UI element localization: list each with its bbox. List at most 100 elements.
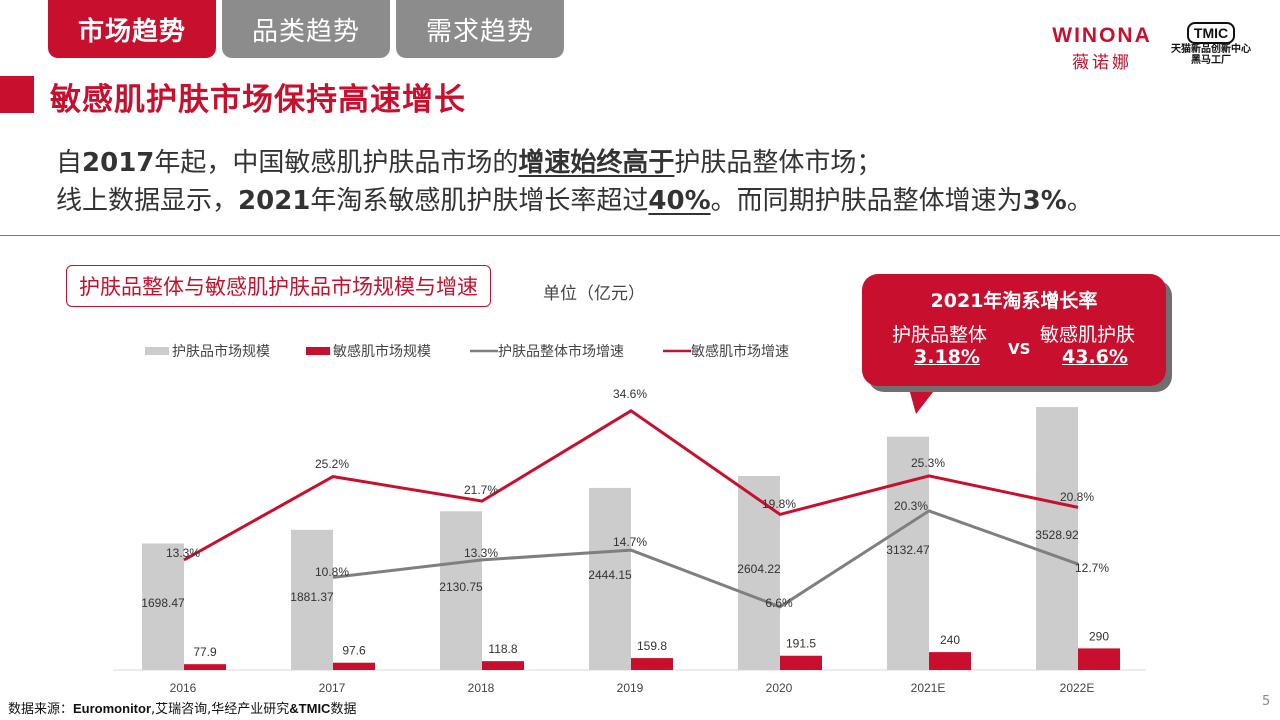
chart-title: 护肤品整体与敏感肌护肤品市场规模与增速 bbox=[66, 265, 491, 307]
line-label-skincare-growth: 10.8% bbox=[315, 565, 349, 579]
line-skincare-growth bbox=[332, 509, 1079, 609]
bar-label-skincare-total: 1881.37 bbox=[290, 590, 334, 604]
summary-text: 线上数据显示， bbox=[56, 186, 239, 216]
line-label-skincare-growth: 20.3% bbox=[894, 499, 928, 513]
unit-label: 单位（亿元） bbox=[543, 284, 645, 304]
source-label: 数据来源： bbox=[8, 702, 74, 717]
page-number: 5 bbox=[1262, 694, 1271, 709]
winona-logo-cn: 薇诺娜 bbox=[1072, 53, 1132, 73]
legend-label: 敏感肌市场规模 bbox=[333, 343, 431, 359]
line-label-sensitive-growth: 34.6% bbox=[613, 387, 647, 401]
bar-label-sensitive: 240 bbox=[940, 633, 960, 647]
bar-label-skincare-total: 3132.47 bbox=[886, 543, 930, 557]
tab-demand-trend[interactable]: 需求趋势 bbox=[396, 0, 564, 58]
summary-text: 。 bbox=[1066, 186, 1093, 216]
summary-highlight: 40% bbox=[648, 186, 711, 216]
summary-percent: 3% bbox=[1022, 186, 1067, 216]
x-tick-label: 2019 bbox=[617, 681, 644, 695]
summary-text: 自 bbox=[56, 148, 83, 178]
source-others: ,艾瑞咨询,华经产业研究 bbox=[151, 702, 290, 717]
title-accent-bar bbox=[0, 76, 34, 113]
line-label-skincare-growth: 6.6% bbox=[765, 596, 793, 610]
callout-right-value: 43.6% bbox=[1062, 346, 1128, 368]
summary-text: 护肤品整体市场； bbox=[674, 148, 883, 178]
source-tail: 数据 bbox=[330, 702, 357, 717]
summary-text: 。而同期护肤品整体增速为 bbox=[710, 186, 1023, 216]
line-label-skincare-growth: 12.7% bbox=[1075, 561, 1109, 575]
callout-title: 2021年淘系增长率 bbox=[930, 290, 1098, 312]
bar-sensitive bbox=[1078, 648, 1120, 670]
line-label-sensitive-growth: 25.2% bbox=[315, 457, 349, 471]
bar-label-sensitive: 118.8 bbox=[488, 642, 517, 656]
winona-logo-en: WINONA bbox=[1052, 24, 1152, 47]
data-source: 数据来源：Euromonitor,艾瑞咨询,华经产业研究&TMIC数据 bbox=[8, 698, 356, 717]
x-tick-label: 2020 bbox=[766, 681, 793, 695]
line-label-sensitive-growth: 20.8% bbox=[1060, 490, 1094, 504]
x-tick-label: 2021E bbox=[911, 681, 946, 695]
x-tick-label: 2016 bbox=[170, 681, 197, 695]
source-euromonitor: Euromonitor bbox=[73, 701, 152, 716]
tmic-badge: TMIC bbox=[1186, 22, 1236, 44]
summary-year: 2017 bbox=[82, 148, 155, 178]
callout-left-value: 3.18% bbox=[914, 346, 980, 368]
bar-sensitive bbox=[184, 664, 226, 670]
source-tmic: &TMIC bbox=[289, 701, 331, 716]
bar-label-skincare-total: 2130.75 bbox=[439, 580, 483, 594]
line-label-sensitive-growth: 13.3% bbox=[166, 546, 200, 560]
line-label-sensitive-growth: 25.3% bbox=[911, 456, 945, 470]
bar-skincare-total bbox=[589, 487, 631, 670]
bar-label-sensitive: 77.9 bbox=[193, 645, 217, 659]
summary-line-2: 线上数据显示，2021年淘系敏感肌护肤增长率超过40%。而同期护肤品整体增速为3… bbox=[56, 180, 1093, 217]
tmic-line-2: 黑马工厂 bbox=[1191, 55, 1231, 66]
summary-highlight: 增速始终高于 bbox=[518, 148, 675, 178]
callout-right-label: 敏感肌护肤 bbox=[1040, 324, 1136, 346]
callout-vs: VS bbox=[1008, 340, 1031, 358]
legend-swatch bbox=[306, 347, 330, 355]
bar-skincare-total bbox=[142, 543, 184, 670]
bar-sensitive bbox=[631, 658, 673, 670]
bar-sensitive bbox=[333, 662, 375, 670]
legend-label: 敏感肌市场增速 bbox=[691, 343, 789, 359]
bar-skincare-total bbox=[291, 529, 333, 670]
bar-label-sensitive: 290 bbox=[1089, 629, 1109, 643]
bar-label-sensitive: 191.5 bbox=[786, 637, 816, 651]
tab-market-trend[interactable]: 市场趋势 bbox=[48, 0, 216, 58]
line-sensitive-growth bbox=[183, 409, 1079, 562]
tmic-logo: TMIC 天猫新品创新中心 黑马工厂 bbox=[1166, 22, 1256, 66]
x-tick-label: 2022E bbox=[1060, 681, 1095, 695]
bar-label-sensitive: 159.8 bbox=[637, 639, 667, 653]
callout-left-label: 护肤品整体 bbox=[892, 324, 988, 346]
summary-line-1: 自2017年起，中国敏感肌护肤品市场的增速始终高于护肤品整体市场； bbox=[56, 142, 882, 179]
bar-label-sensitive: 97.6 bbox=[342, 644, 366, 658]
line-label-sensitive-growth: 19.8% bbox=[762, 497, 796, 511]
legend-label: 护肤品市场规模 bbox=[172, 343, 270, 359]
bar-skincare-total bbox=[1036, 407, 1078, 670]
x-tick-label: 2018 bbox=[468, 681, 495, 695]
bar-sensitive bbox=[780, 655, 822, 670]
line-label-skincare-growth: 13.3% bbox=[464, 546, 498, 560]
bar-sensitive bbox=[482, 661, 524, 670]
summary-text: 年起，中国敏感肌护肤品市场的 bbox=[154, 148, 519, 178]
bar-label-skincare-total: 3528.92 bbox=[1035, 528, 1079, 542]
bar-label-skincare-total: 2604.22 bbox=[737, 562, 781, 576]
tab-category-trend[interactable]: 品类趋势 bbox=[222, 0, 390, 58]
page-title: 敏感肌护肤市场保持高速增长 bbox=[50, 82, 466, 118]
summary-year: 2021 bbox=[238, 186, 311, 216]
divider bbox=[0, 235, 1280, 236]
summary-text: 年淘系敏感肌护肤增长率超过 bbox=[310, 186, 649, 216]
winona-logo: WINONA 薇诺娜 bbox=[1052, 24, 1152, 73]
line-label-skincare-growth: 14.7% bbox=[613, 535, 647, 549]
line-label-sensitive-growth: 21.7% bbox=[464, 483, 498, 497]
legend-swatch bbox=[145, 347, 169, 355]
bar-skincare-total bbox=[887, 436, 929, 670]
x-tick-label: 2017 bbox=[319, 681, 346, 695]
tmic-line-1: 天猫新品创新中心 bbox=[1171, 44, 1251, 55]
legend-label: 护肤品整体市场增速 bbox=[498, 343, 624, 359]
bar-label-skincare-total: 2444.15 bbox=[588, 568, 632, 582]
top-tabs: 市场趋势 品类趋势 需求趋势 bbox=[48, 0, 564, 58]
market-chart: 护肤品市场规模 敏感肌市场规模 护肤品整体市场增速 敏感肌市场增速 1698.47 77.… bbox=[113, 343, 1146, 695]
bar-sensitive bbox=[929, 652, 971, 670]
bar-label-skincare-total: 1698.47 bbox=[141, 596, 185, 610]
growth-callout: 2021年淘系增长率 护肤品整体 敏感肌护肤 VS 3.18% 43.6% bbox=[862, 274, 1166, 386]
bar-skincare-total bbox=[440, 511, 482, 670]
